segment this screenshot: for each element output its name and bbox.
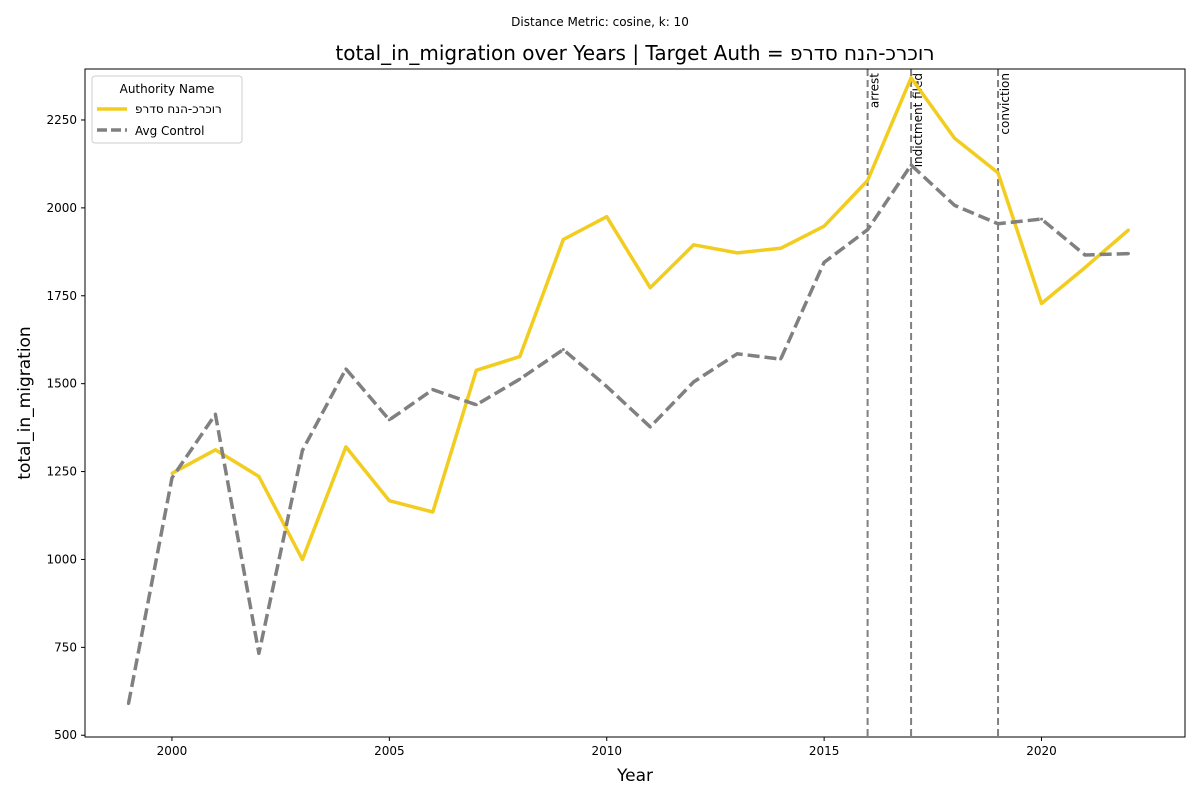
y-tick-label: 1750 — [46, 289, 77, 303]
y-tick-label: 2250 — [46, 113, 77, 127]
x-tick-label: 2000 — [157, 744, 188, 758]
data-point — [474, 403, 478, 407]
data-point — [909, 76, 913, 80]
data-point — [170, 471, 174, 475]
data-point — [866, 178, 870, 182]
event-label-1: indictment filed — [911, 73, 925, 167]
data-point — [431, 388, 435, 392]
event-label-0: arrest — [868, 73, 882, 108]
data-point — [996, 171, 1000, 175]
data-point — [909, 163, 913, 167]
chart-suptitle: Distance Metric: cosine, k: 10 — [511, 15, 689, 29]
y-axis-label: total_in_migration — [15, 326, 35, 479]
x-tick-label: 2020 — [1026, 744, 1057, 758]
data-point — [561, 348, 565, 352]
chart-title: total_in_migration over Years | Target A… — [335, 41, 934, 65]
data-point — [1083, 266, 1087, 270]
data-point — [126, 702, 130, 706]
x-tick-label: 2015 — [809, 744, 840, 758]
data-point — [996, 222, 1000, 226]
data-point — [779, 246, 783, 250]
data-point — [1040, 217, 1044, 221]
data-point — [1040, 302, 1044, 306]
data-point — [170, 476, 174, 480]
y-tick-label: 1250 — [46, 465, 77, 479]
series-line-1 — [126, 163, 1129, 704]
data-point — [953, 203, 957, 207]
data-point — [344, 367, 348, 371]
x-axis-label: Year — [616, 766, 653, 786]
legend-entry-target: רוכרכ-הנח סדרפ — [135, 102, 222, 116]
data-point — [300, 557, 304, 561]
data-point — [257, 651, 261, 655]
data-point — [518, 377, 522, 381]
legend-entry-control: Avg Control — [135, 124, 204, 138]
data-point — [431, 510, 435, 514]
data-point — [735, 251, 739, 255]
legend-title: Authority Name — [120, 82, 215, 96]
data-point — [1126, 228, 1130, 232]
x-tick-label: 2005 — [374, 744, 405, 758]
y-tick-label: 750 — [54, 640, 77, 654]
data-point — [474, 368, 478, 372]
data-point — [953, 136, 957, 140]
data-point — [213, 412, 217, 416]
event-label-2: conviction — [998, 73, 1012, 135]
data-point — [779, 357, 783, 361]
data-point — [344, 445, 348, 449]
legend: Authority Name רוכרכ-הנח סדרפ Avg Contro… — [91, 75, 243, 144]
data-point — [866, 228, 870, 232]
data-point — [692, 243, 696, 247]
data-point — [605, 215, 609, 219]
data-point — [518, 355, 522, 359]
x-tick-label: 2010 — [591, 744, 622, 758]
data-point — [605, 384, 609, 388]
legend-frame — [91, 75, 243, 144]
axis-ticks: 2000 2005 2010 2015 2020 500 750 1000 1250 1500 17… — [46, 113, 1056, 758]
data-point — [387, 418, 391, 422]
y-tick-label: 2000 — [46, 201, 77, 215]
data-point — [561, 238, 565, 242]
y-tick-label: 1000 — [46, 552, 77, 566]
data-point — [257, 474, 261, 478]
data-point — [735, 352, 739, 356]
y-tick-label: 500 — [54, 728, 77, 742]
series-line-0 — [171, 76, 1130, 562]
data-point — [1126, 252, 1130, 256]
data-point — [822, 224, 826, 228]
y-tick-label: 1500 — [46, 377, 77, 391]
plot-area: arrest indictment filed conviction — [126, 69, 1130, 737]
data-point — [822, 260, 826, 264]
data-point — [648, 425, 652, 429]
axes-frame — [84, 68, 1186, 738]
data-point — [300, 448, 304, 452]
data-point — [387, 499, 391, 503]
data-point — [213, 448, 217, 452]
data-point — [1083, 253, 1087, 257]
data-point — [648, 286, 652, 290]
data-point — [692, 380, 696, 384]
